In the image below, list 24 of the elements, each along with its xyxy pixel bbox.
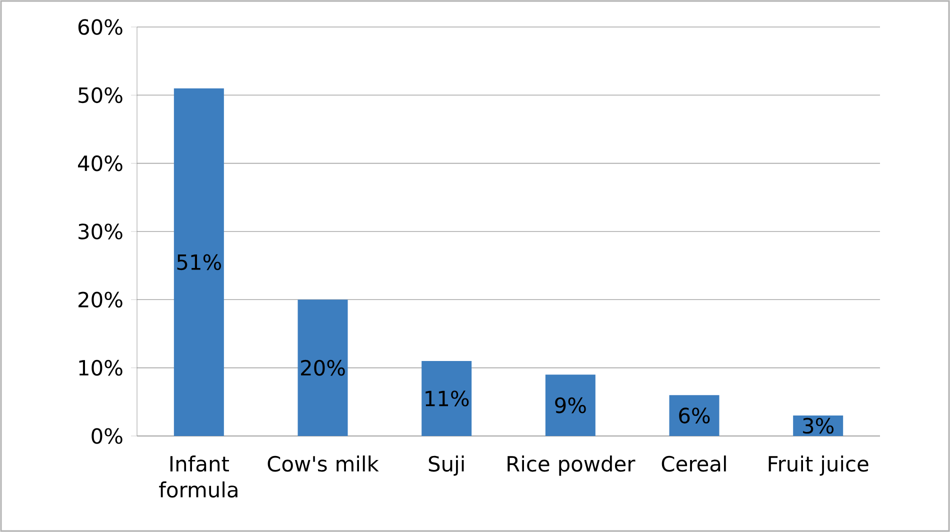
data-label: 3% — [803, 418, 834, 434]
y-tick-label: 40% — [78, 155, 122, 172]
y-tick-label: 0% — [92, 428, 122, 444]
x-tick-label: Fruit juice — [768, 456, 868, 476]
x-tick-label: Cow's milk — [268, 456, 379, 472]
bar — [298, 300, 348, 436]
data-label: 20% — [301, 360, 345, 376]
data-label: 11% — [426, 390, 469, 406]
y-tick-label: 30% — [78, 224, 122, 240]
bar — [174, 88, 224, 436]
data-label: 6% — [679, 408, 710, 424]
x-tick-label: Cereal — [662, 456, 726, 472]
x-tick-label: Infant formula — [159, 456, 238, 498]
y-tick-label: 20% — [78, 292, 122, 308]
y-tick-label: 60% — [78, 19, 122, 35]
bar — [422, 361, 472, 436]
data-label: 9% — [555, 397, 586, 414]
x-tick-label: Rice powder — [508, 456, 636, 476]
y-tick-label: 50% — [78, 87, 122, 104]
bar — [669, 395, 720, 436]
bar — [545, 374, 596, 436]
data-label: 51% — [177, 254, 222, 270]
y-tick-label: 10% — [79, 360, 122, 376]
x-tick-label: Suji — [428, 456, 464, 476]
